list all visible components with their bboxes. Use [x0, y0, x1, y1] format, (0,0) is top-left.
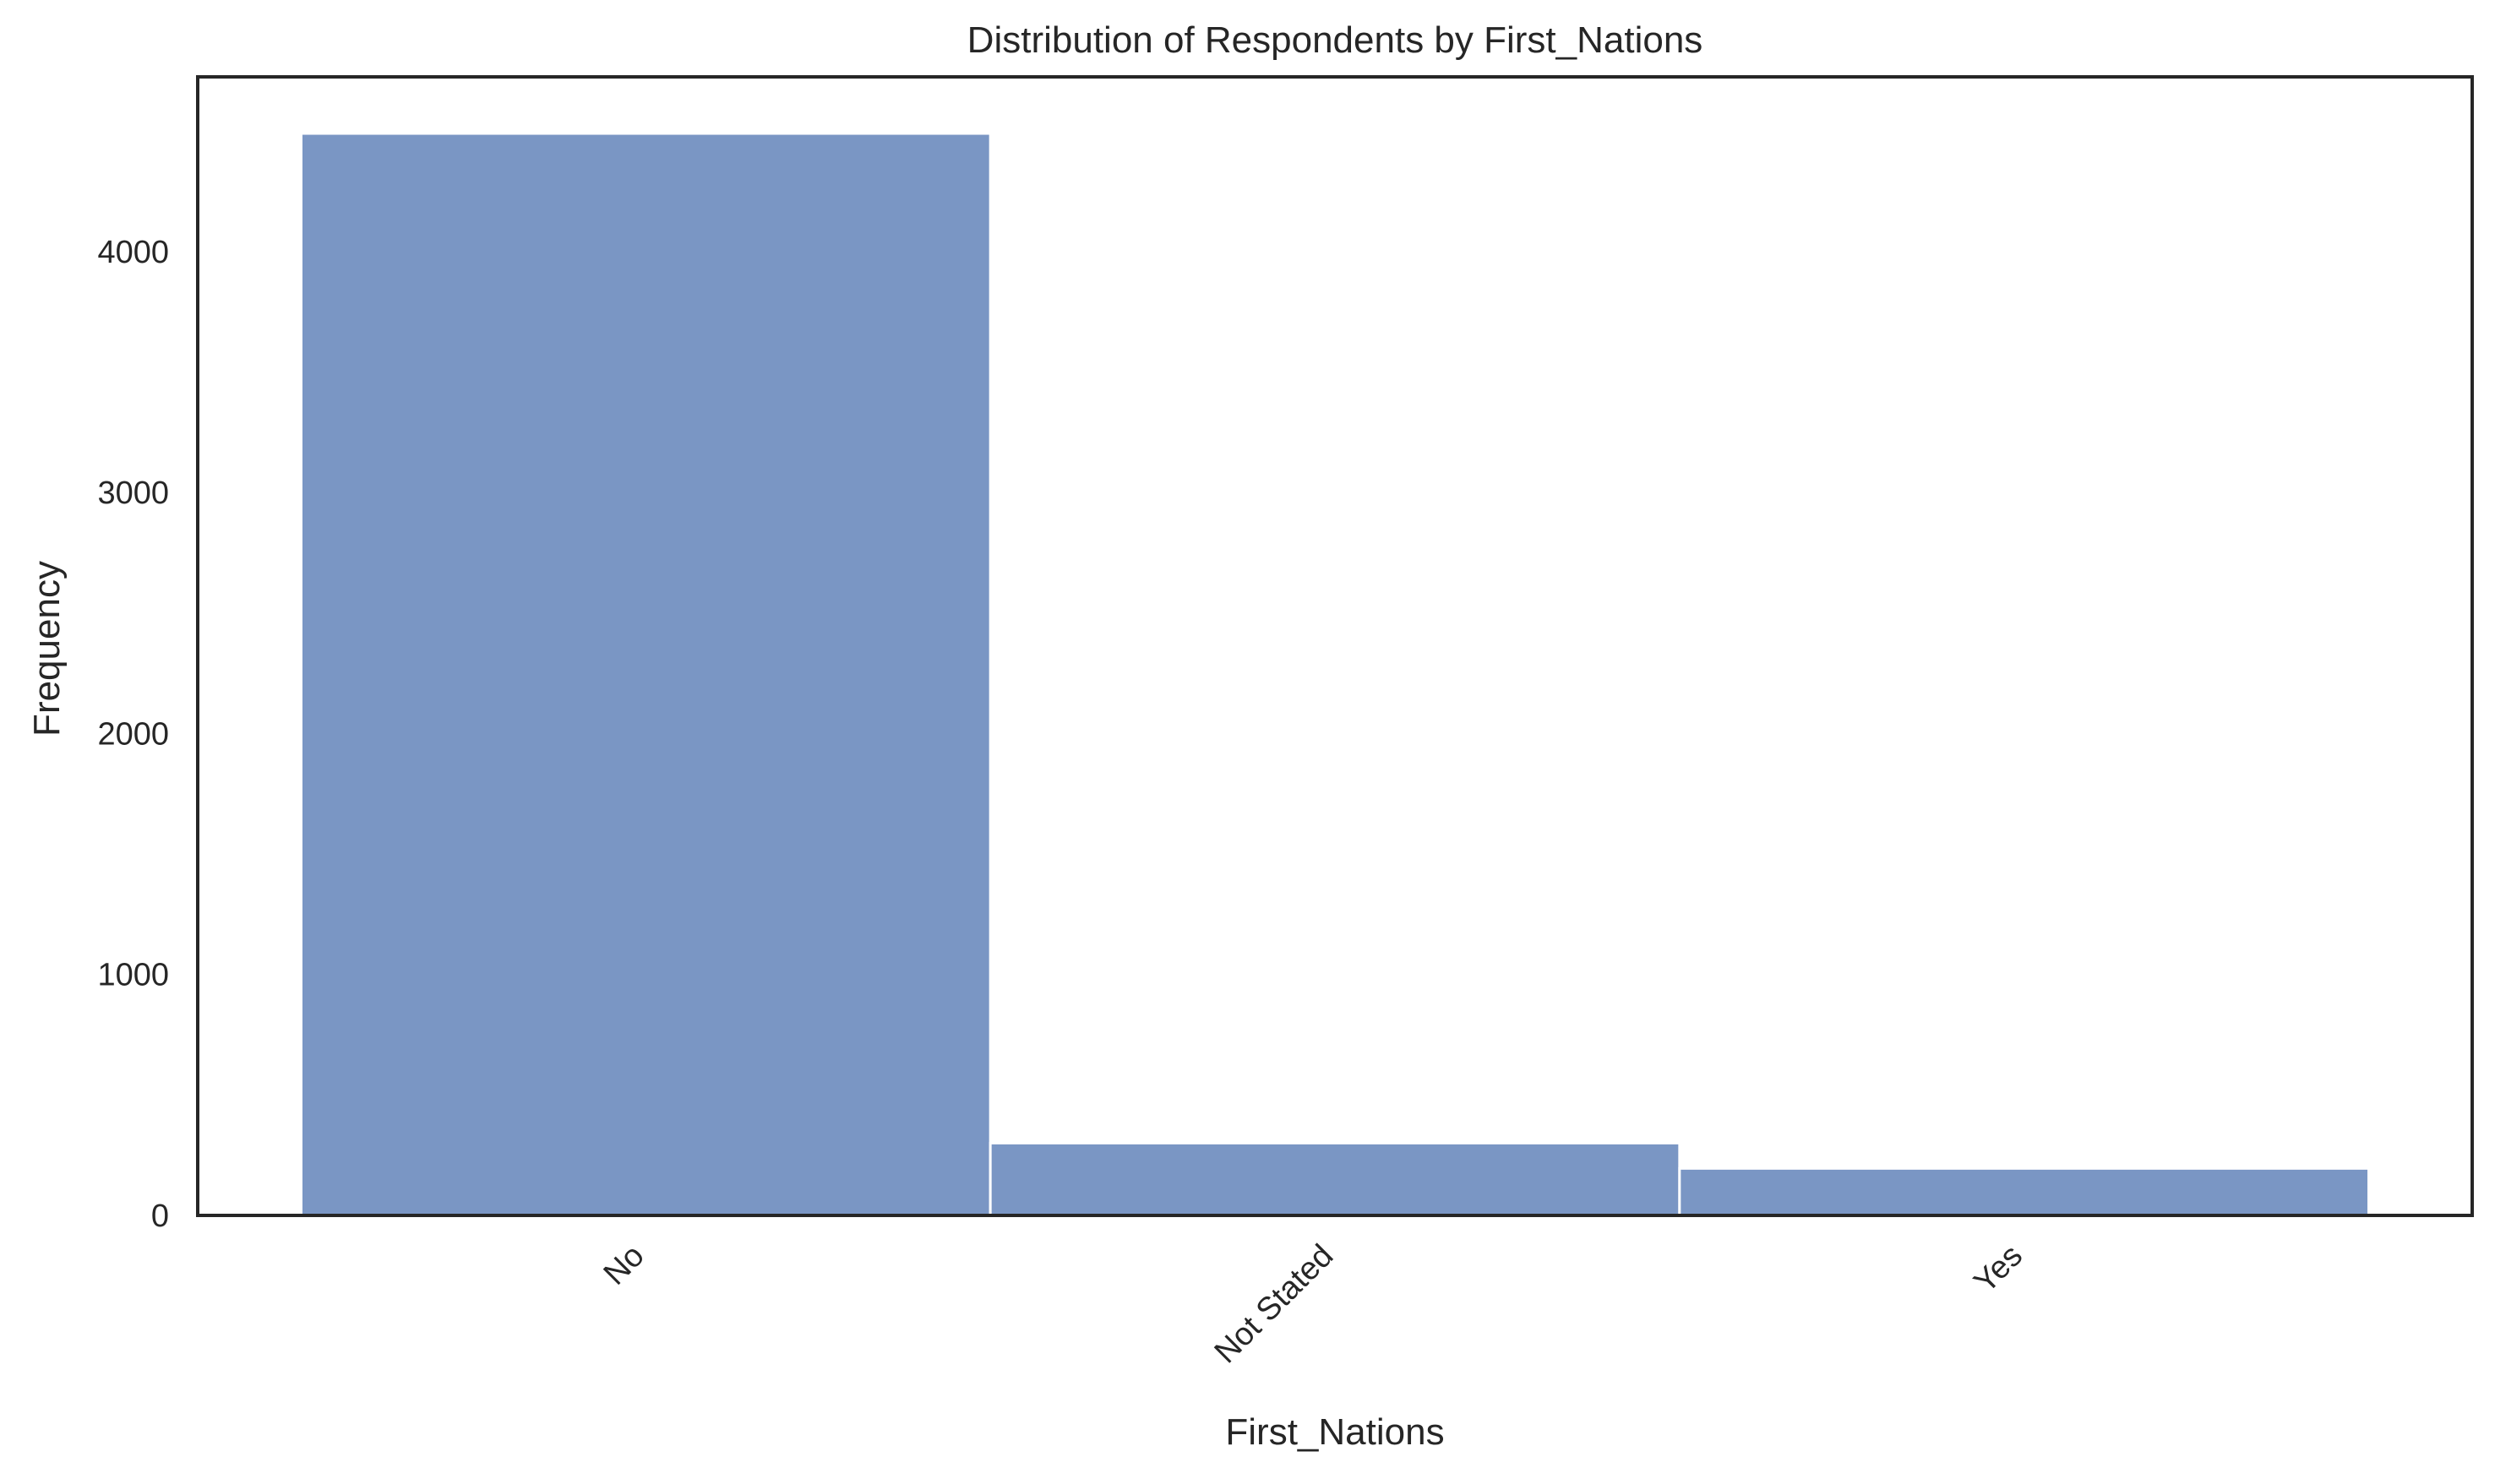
bar-yes: [1678, 1166, 2371, 1217]
bars-group: [299, 132, 2371, 1217]
y-tick-label: 2000: [97, 716, 169, 752]
x-tick-label: No: [597, 1238, 651, 1292]
x-tick-label: Yes: [1968, 1238, 2030, 1301]
y-axis-ticks: 0 1000 2000 3000 4000: [97, 235, 169, 1234]
y-axis-label: Frequency: [26, 561, 68, 737]
y-tick-label: 3000: [97, 476, 169, 511]
x-tick-label: Not Stated: [1208, 1238, 1341, 1371]
x-axis-label: First_Nations: [1225, 1411, 1444, 1453]
y-tick-label: 1000: [97, 958, 169, 993]
bar-no: [299, 132, 992, 1217]
bar-not-stated: [989, 1141, 1681, 1217]
y-tick-label: 4000: [97, 235, 169, 270]
y-tick-label: 0: [151, 1199, 169, 1234]
chart-title: Distribution of Respondents by First_Nat…: [967, 19, 1703, 61]
x-axis-ticks: No Not Stated Yes: [597, 1238, 2029, 1371]
plot-frame: [196, 75, 2474, 1217]
